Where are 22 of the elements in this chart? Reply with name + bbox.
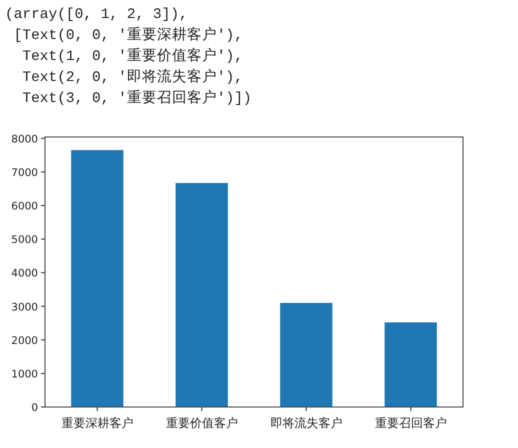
y-tick-label: 3000: [11, 301, 38, 314]
bar: [280, 302, 332, 407]
bar: [176, 183, 228, 407]
y-tick-label: 0: [31, 402, 38, 414]
x-tick-label: 重要价值客户: [166, 416, 238, 430]
y-tick-label: 7000: [11, 166, 38, 179]
text: Text(3, 0, '重要召回客户')]): [5, 89, 252, 107]
y-tick-label: 1000: [11, 368, 38, 380]
text: Text(1, 0, '重要价值客户'),: [5, 47, 243, 65]
y-tick-label: 6000: [11, 200, 38, 213]
text: (array([0, 1, 2, 3]),: [5, 7, 188, 23]
y-tick-label: 2000: [11, 334, 38, 347]
x-tick-label: 重要召回客户: [374, 416, 447, 430]
x-tick-label: 重要深耕客户: [61, 416, 134, 430]
text: [Text(0, 0, '重要深耕客户'),: [5, 26, 243, 44]
text: Text(2, 0, '即将流失客户'),: [5, 68, 243, 86]
y-tick-label: 4000: [11, 268, 38, 280]
bar: [71, 150, 124, 407]
y-tick-label: 5000: [11, 234, 38, 246]
bar: [384, 322, 437, 407]
x-tick-label: 即将流失客户: [270, 416, 342, 430]
y-tick-label: 8000: [11, 133, 38, 146]
